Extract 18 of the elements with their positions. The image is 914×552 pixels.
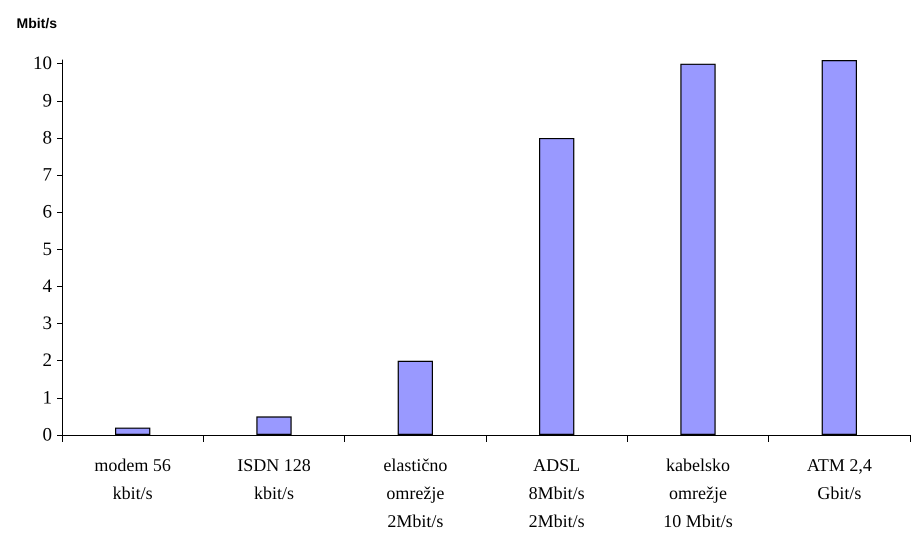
x-tick-label: elastično omrežje 2Mbit/s [383, 455, 448, 531]
y-tick-label: 9 [42, 90, 52, 112]
x-tick-label: modem 56 kbit/s [94, 455, 171, 503]
y-tick-label: 7 [42, 164, 52, 186]
y-tick-label: 8 [42, 127, 52, 148]
x-tick-label: ISDN 128 kbit/s [237, 455, 311, 503]
y-tick-label: 6 [42, 202, 52, 223]
y-tick-label: 2 [42, 350, 52, 372]
y-tick-label: 0 [42, 424, 52, 446]
y-tick-label: 10 [33, 53, 52, 74]
y-tick-label: 1 [42, 387, 52, 408]
y-tick-label: 3 [42, 313, 52, 334]
y-tick-label: 5 [42, 238, 52, 260]
x-tick-label: ADSL 8Mbit/s 2Mbit/s [528, 455, 585, 531]
x-tick-label: ATM 2,4 Gbit/s [806, 455, 872, 503]
y-axis-title: Mbit/s [16, 15, 58, 31]
y-tick-label: 4 [42, 276, 52, 297]
x-tick-label: kabelsko omrežje 10 Mbit/s [663, 455, 733, 531]
